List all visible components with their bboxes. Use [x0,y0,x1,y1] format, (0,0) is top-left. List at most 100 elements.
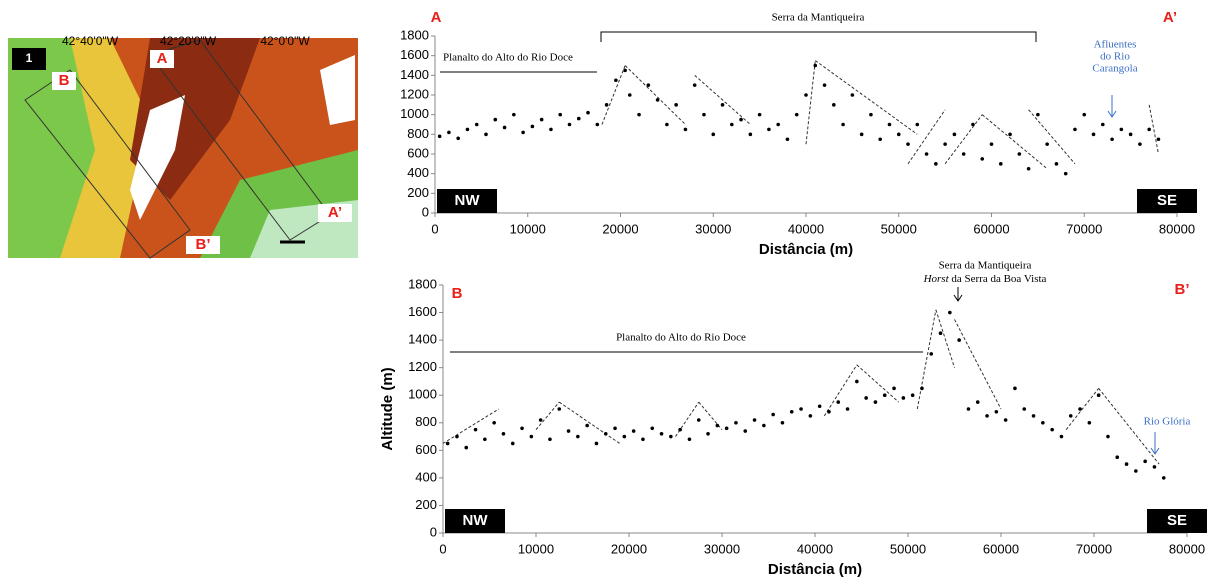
direction-box [1147,509,1207,533]
point [622,434,627,439]
point [757,112,762,117]
point [734,420,738,425]
point [1147,127,1151,132]
point [1156,137,1161,142]
point [887,122,892,127]
y-tick-label: 1200 [408,359,437,374]
point [966,407,971,411]
point [808,414,813,418]
point [845,407,850,411]
y-tick-label: 0 [422,204,429,219]
trend-line [442,408,500,444]
section-start: B [452,285,463,302]
point [474,122,479,127]
point [720,103,725,107]
river-arrow [1150,432,1160,455]
point [1045,142,1049,146]
point [641,437,645,442]
point [1013,386,1017,391]
point [655,98,660,102]
point [817,404,822,409]
section-start: A [431,9,442,26]
point [437,134,442,139]
direction-label: SE [1167,512,1187,529]
point [669,434,673,439]
point [659,432,664,436]
point [901,396,906,400]
map-coord: 42°0'0"W [260,34,310,48]
point [739,117,743,122]
point [1128,132,1133,137]
trend-line [907,109,946,165]
point [822,83,827,87]
point [530,124,535,129]
horst-term: Horst [923,273,950,285]
point [445,441,450,446]
point [586,110,590,115]
point [493,117,498,122]
point [646,83,651,87]
y-tick-label: 1800 [400,27,429,42]
point [585,423,589,428]
point [674,103,678,107]
point [576,434,580,439]
range-label: Serra da Mantiqueira [939,260,1032,272]
trend-line [805,60,816,145]
y-tick-label: 200 [415,497,437,512]
point [924,152,929,156]
point [1036,112,1040,117]
map-coord: 42°20'0"W [160,34,217,48]
y-tick-label: 200 [407,185,429,200]
point [994,409,999,414]
relief-map: 1 A B A’ B’ 42°40'0"W 42°20'0"W 42°0'0"W [8,34,358,259]
point [929,352,934,356]
point [1050,427,1054,432]
point [799,407,803,411]
trend-line [1148,104,1159,155]
point [859,132,864,137]
point [841,122,845,127]
point [1134,469,1138,473]
horst-label: Horst da Serra da Boa Vista [923,273,1047,285]
horst-rest: da Serra da Boa Vista [951,273,1046,285]
point [1078,407,1082,411]
point [780,420,785,425]
point [614,78,618,83]
x-tick-label: 70000 [1076,541,1112,556]
point [492,420,496,425]
point [501,432,506,436]
point [637,112,641,117]
point [771,412,775,417]
point [1161,476,1166,480]
point [683,127,688,132]
point [730,122,734,127]
point [864,396,868,400]
point [483,437,487,442]
point [692,83,697,87]
map-coord: 42°40'0"W [62,34,119,48]
direction-label: NW [463,512,489,529]
point [785,137,790,142]
section-end: A’ [1163,9,1177,26]
point [794,112,799,117]
point [1138,142,1142,146]
point [1096,393,1101,398]
point [1082,112,1087,117]
point [520,426,524,431]
point [957,338,961,342]
label-box [186,236,220,254]
x-tick-label: 10000 [518,541,554,556]
point [1152,465,1157,469]
point [604,103,609,107]
y-tick-label: 400 [415,469,437,484]
point [678,427,682,432]
point [789,409,794,414]
point [743,429,748,433]
plateau-label: Planalto do Alto do Rio Doce [616,332,746,344]
point [850,93,855,97]
trend-line [1098,388,1160,465]
point [1008,132,1012,137]
label-box [52,72,76,90]
direction-box [445,509,505,533]
